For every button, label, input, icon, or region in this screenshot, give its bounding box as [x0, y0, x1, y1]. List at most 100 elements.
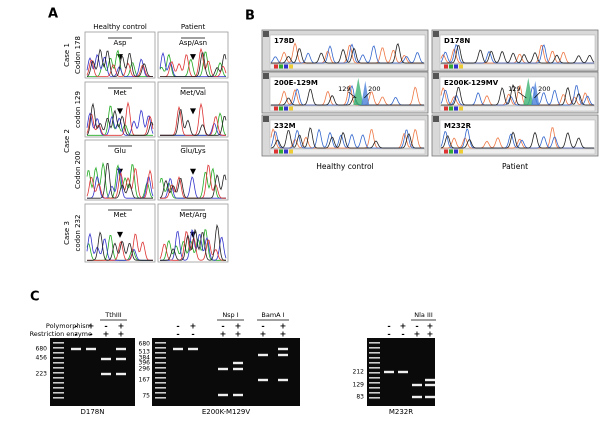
enzyme-label: Nsp I [222, 311, 238, 319]
enzyme-label: TthIII [104, 311, 121, 319]
toolbar-icon [284, 106, 288, 111]
toolbar-icon [289, 149, 293, 154]
sign: - [104, 322, 107, 331]
peak-label: 129 [508, 85, 520, 93]
toolbar [439, 63, 596, 70]
size-marker: 384 [139, 355, 151, 362]
toolbar-icon [444, 106, 448, 111]
arrowhead [117, 54, 123, 61]
peak-label: 200 [368, 85, 380, 93]
trace [160, 109, 227, 136]
dna-band [188, 347, 198, 351]
trace [440, 131, 594, 149]
column-header: Healthy control [93, 23, 147, 31]
size-marker: 296 [139, 366, 151, 373]
toolbar-icon [459, 106, 463, 111]
codon-label: Codon 178 [74, 36, 82, 74]
ladder-band [53, 362, 64, 364]
peak-fill [353, 78, 364, 105]
toolbar-icon [454, 64, 458, 69]
sign: + [260, 330, 267, 339]
ladder-band [369, 362, 380, 364]
size-marker: 83 [356, 394, 364, 401]
peak-arrow [348, 91, 357, 99]
toolbar [269, 105, 426, 112]
peak-label: 200 [538, 85, 550, 93]
sign: + [118, 322, 125, 331]
ladder-band [369, 392, 380, 394]
dna-band [173, 347, 183, 351]
toolbar-icon [274, 64, 278, 69]
peak-fill [523, 78, 534, 105]
trace [441, 45, 595, 64]
sign: - [261, 322, 264, 331]
size-marker: 680 [36, 346, 48, 353]
gel-name: M232R [389, 408, 413, 416]
ladder-band [369, 372, 380, 374]
ladder-band [53, 382, 64, 384]
icon [433, 73, 439, 79]
dna-band [218, 393, 228, 397]
sign: - [89, 330, 92, 339]
toolbar-icon [454, 149, 458, 154]
size-marker: 396 [139, 360, 151, 367]
size-marker: 75 [142, 393, 150, 400]
panel-label: C [30, 290, 40, 305]
amino-acid: Met/Val [180, 89, 206, 97]
toolbar [439, 105, 596, 112]
ladder-band [369, 347, 380, 349]
toolbar-icon [279, 149, 283, 154]
sign: + [414, 330, 421, 339]
ladder-band [155, 362, 166, 364]
size-marker: 513 [139, 349, 151, 356]
sign: - [191, 330, 194, 339]
caption: Patient [502, 162, 528, 171]
sign: - [387, 322, 390, 331]
dna-band [412, 383, 422, 387]
ladder-band [155, 342, 166, 344]
amino-acid: Glu/Lys [180, 147, 206, 155]
sign: - [176, 330, 179, 339]
size-marker: 456 [36, 355, 48, 362]
ladder-band [53, 367, 64, 369]
codon-label: codon 232 [74, 215, 82, 252]
row-label: Restriction enzyme [30, 330, 92, 338]
screen-label: 232M [274, 122, 296, 130]
toolbar-icon [449, 149, 453, 154]
sign: + [190, 322, 197, 331]
sign: + [103, 330, 110, 339]
amino-acid: Met/Arg [179, 211, 206, 219]
toolbar-icon [289, 106, 293, 111]
screen-label: 178D [274, 37, 295, 45]
size-marker: 212 [353, 369, 365, 376]
gel-name: D178N [81, 408, 105, 416]
screen-label: D178N [444, 37, 470, 45]
size-marker: 680 [139, 341, 151, 348]
amino-acid: Glu [114, 147, 126, 155]
ladder-band [369, 377, 380, 379]
trace [159, 174, 227, 199]
toolbar-icon [459, 64, 463, 69]
dna-band [233, 361, 243, 365]
amino-acid: Asp [114, 39, 127, 47]
trace [160, 52, 227, 78]
dna-band [116, 347, 126, 351]
icon [263, 116, 269, 122]
ladder-band [155, 347, 166, 349]
ladder-band [53, 377, 64, 379]
sign: - [415, 322, 418, 331]
toolbar-icon [279, 64, 283, 69]
dna-band [218, 367, 228, 371]
sign: - [387, 330, 390, 339]
sign: + [280, 322, 287, 331]
trace [271, 88, 424, 106]
toolbar-icon [274, 106, 278, 111]
trace [87, 233, 153, 261]
dna-band [425, 383, 435, 387]
sign: - [401, 330, 404, 339]
trace [86, 59, 153, 77]
case-label: Case 1 [63, 43, 71, 67]
arrowhead [190, 108, 196, 115]
dna-band [278, 378, 288, 382]
ladder-band [369, 382, 380, 384]
